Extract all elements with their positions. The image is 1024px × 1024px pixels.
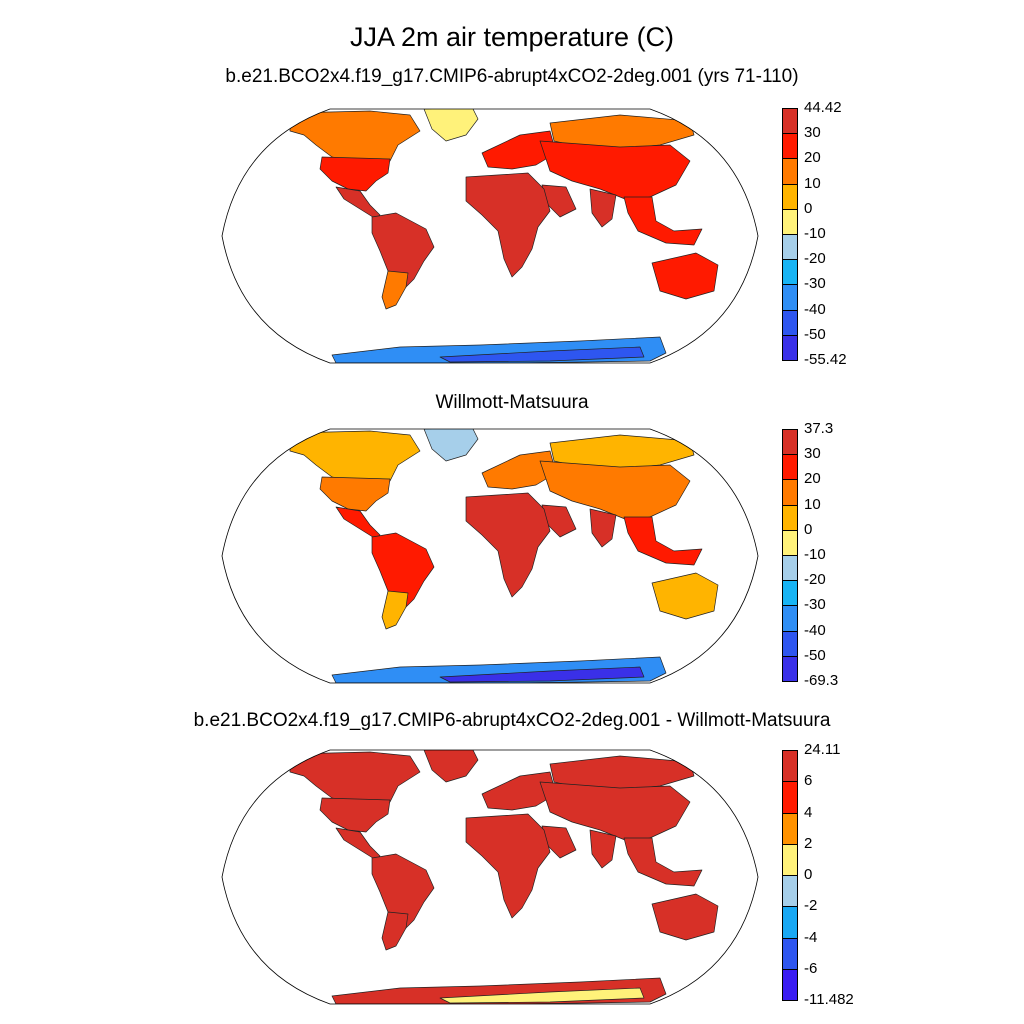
region-south-america-south [381, 911, 409, 951]
colorbar-label: 20 [804, 149, 821, 167]
colorbar-segment [782, 605, 798, 632]
observed-temperature-map [221, 428, 759, 684]
colorbar-segment [782, 812, 798, 845]
colorbar-label: -50 [804, 325, 826, 343]
colorbar-segment [782, 309, 798, 336]
colorbar-segment [782, 655, 798, 682]
colorbar-label: 0 [804, 520, 813, 538]
colorbar-label: -20 [804, 250, 826, 268]
colorbar-segment [782, 334, 798, 361]
colorbar-segment [782, 529, 798, 556]
colorbar-segment [782, 208, 798, 235]
colorbar-segment [782, 429, 798, 456]
colorbar-segment [782, 183, 798, 210]
panel-2-title: Willmott-Matsuura [435, 392, 589, 413]
model-temperature-map [221, 108, 759, 364]
colorbar-label: -30 [804, 275, 826, 293]
colorbar-segment [782, 630, 798, 657]
colorbar-segment [782, 234, 798, 261]
region-se-asia [623, 196, 703, 246]
region-australia [651, 252, 719, 300]
colorbar-segment [782, 133, 798, 160]
colorbar-label: -30 [804, 596, 826, 614]
colorbar-segment [782, 937, 798, 970]
region-usa [319, 797, 391, 833]
colorbar-label: -6 [804, 959, 818, 977]
model-colorbar: 44.42 30 20 10 0 -10 -20 -30 -40 -50 -55.42 [782, 99, 862, 368]
map-border [221, 749, 759, 1005]
colorbar-segment [782, 259, 798, 286]
colorbar-label: 20 [804, 470, 821, 488]
difference-temperature-map [221, 749, 759, 1005]
map-border [221, 108, 759, 364]
colorbar-label: -10 [804, 546, 826, 563]
colorbar-label: -55.42 [804, 351, 847, 368]
region-india [589, 508, 617, 548]
colorbar-segment [782, 906, 798, 939]
colorbar-label: 0 [804, 866, 813, 883]
region-antarctica-inner [439, 346, 645, 363]
colorbar-label: 37.3 [804, 420, 834, 437]
region-south-america-south [381, 590, 409, 630]
region-greenland [423, 750, 479, 783]
colorbar-segment [782, 781, 798, 814]
region-se-asia [623, 516, 703, 566]
region-se-asia [623, 837, 703, 887]
region-india [589, 829, 617, 869]
observed-colorbar: 37.3 30 20 10 0 -10 -20 -30 -40 -50 -69.3 [782, 420, 862, 689]
colorbar-label: -20 [804, 571, 826, 589]
region-south-america [371, 853, 435, 935]
colorbar-segment [782, 504, 798, 531]
region-india [589, 188, 617, 228]
region-africa [465, 813, 551, 919]
colorbar-segment [782, 158, 798, 185]
colorbar-segment [782, 843, 798, 876]
region-africa [465, 172, 551, 278]
colorbar-label: 2 [804, 834, 813, 852]
figure-title: JJA 2m air temperature (C) [349, 22, 675, 52]
region-south-america-south [381, 270, 409, 310]
colorbar-segment [782, 479, 798, 506]
region-australia [651, 893, 719, 941]
region-south-america [371, 532, 435, 614]
region-africa [465, 492, 551, 598]
difference-colorbar: 24.11 6 4 2 0 -2 -4 -6 -11.482 [782, 741, 862, 1008]
map-border [221, 428, 759, 684]
colorbar-label: -69.3 [804, 672, 839, 689]
colorbar-segment [782, 108, 798, 135]
colorbar-label: -10 [804, 225, 826, 242]
panel-3-title: b.e21.BCO2x4.f19_g17.CMIP6-abrupt4xCO2-2… [193, 710, 831, 731]
colorbar-label: -50 [804, 646, 826, 664]
colorbar-label: -40 [804, 300, 826, 318]
colorbar-label: 24.11 [804, 741, 841, 758]
region-antarctica-inner [439, 666, 645, 683]
region-antarctica-inner [439, 987, 645, 1004]
colorbar-segment [782, 284, 798, 311]
colorbar-label: -40 [804, 621, 826, 639]
colorbar-label: 6 [804, 772, 813, 790]
colorbar-label: -11.482 [804, 991, 854, 1008]
colorbar-label: 10 [804, 495, 821, 513]
colorbar-label: 10 [804, 174, 821, 192]
colorbar-label: 30 [804, 124, 821, 142]
region-usa [319, 476, 391, 512]
colorbar-label: 0 [804, 199, 813, 217]
region-usa [319, 156, 391, 192]
colorbar-segment [782, 968, 798, 1001]
colorbar-segment [782, 454, 798, 481]
colorbar-segment [782, 750, 798, 783]
panel-1-title: b.e21.BCO2x4.f19_g17.CMIP6-abrupt4xCO2-2… [225, 66, 799, 87]
colorbar-label: 4 [804, 803, 813, 821]
colorbar-label: -4 [804, 928, 818, 946]
region-greenland [423, 109, 479, 142]
region-south-america [371, 212, 435, 294]
colorbar-label: 44.42 [804, 99, 842, 116]
colorbar-label: 30 [804, 445, 821, 463]
colorbar-segment [782, 580, 798, 607]
region-greenland [423, 429, 479, 462]
colorbar-segment [782, 555, 798, 582]
colorbar-label: -2 [804, 897, 818, 915]
region-australia [651, 572, 719, 620]
colorbar-segment [782, 875, 798, 908]
